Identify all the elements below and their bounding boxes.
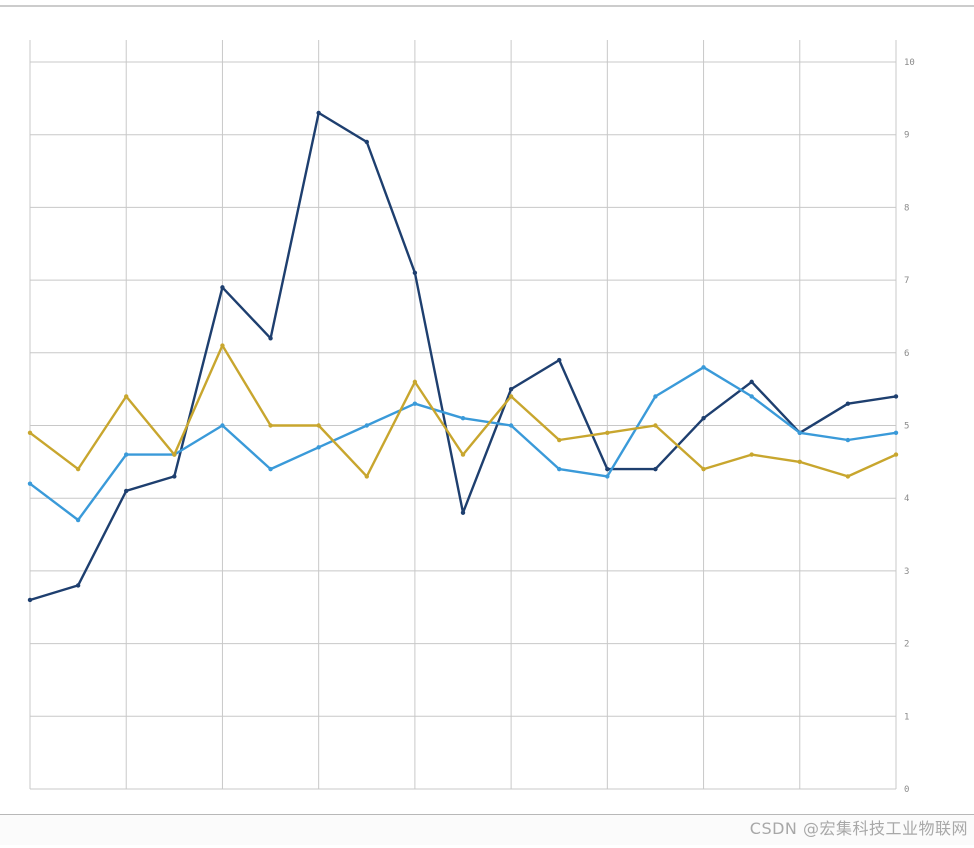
data-point [364,474,369,479]
data-point [172,474,177,479]
data-point [460,510,466,515]
data-point [749,394,754,399]
data-point [845,474,851,479]
data-point [508,423,514,428]
data-point [893,452,899,457]
y-axis-ticks: 0 1 2 3 4 5 6 7 8 9 10 [904,58,915,795]
data-point [508,386,514,392]
data-point [653,466,658,472]
data-point [797,430,802,435]
data-point [605,474,610,479]
data-point [557,357,562,363]
data-point [460,416,466,421]
y-tick-label: 5 [904,422,909,432]
data-point [75,517,81,523]
data-point [893,430,899,435]
data-point [460,452,466,457]
data-point [75,583,81,588]
data-point [220,285,225,290]
data-point [124,488,129,494]
data-point [749,379,754,385]
series-line-1 [28,111,898,602]
data-point [605,466,610,472]
data-point [316,445,321,450]
data-point [845,437,851,443]
data-point [268,336,273,341]
y-tick-label: 7 [904,276,909,286]
data-point [268,423,273,428]
series-line-2 [28,366,898,522]
data-point [508,394,514,399]
series-group [27,110,899,603]
y-tick-label: 1 [904,712,909,722]
data-point [364,423,369,428]
data-point [316,423,321,428]
data-point [893,394,899,399]
footer-strip: CSDN @宏集科技工业物联网 [0,814,974,845]
data-point [220,343,225,348]
data-point [653,394,658,399]
data-point [172,452,177,457]
y-tick-label: 6 [904,349,909,359]
data-point [27,481,33,486]
data-point [605,430,610,435]
data-point [653,423,658,428]
y-tick-label: 4 [904,494,909,504]
data-point [557,466,562,472]
data-point [412,379,418,385]
y-tick-label: 9 [904,131,909,141]
data-point [557,437,562,443]
data-point [701,365,706,370]
data-point [220,423,225,428]
y-tick-label: 0 [904,785,909,795]
data-point [27,597,33,603]
data-point [27,430,33,435]
grid [0,5,974,790]
y-tick-label: 8 [904,203,909,213]
data-point [75,466,81,472]
data-point [364,139,369,145]
data-point [412,401,418,406]
data-point [124,452,129,457]
data-point [124,394,129,399]
data-point [845,401,851,406]
data-point [701,416,706,421]
data-point [316,110,321,116]
data-point [412,270,418,276]
data-point [268,466,273,472]
data-point [797,459,802,465]
y-tick-label: 10 [904,58,915,68]
data-point [701,466,706,472]
data-point [749,452,754,457]
watermark: CSDN @宏集科技工业物联网 [749,819,968,838]
y-tick-label: 3 [904,567,909,577]
y-tick-label: 2 [904,640,909,650]
